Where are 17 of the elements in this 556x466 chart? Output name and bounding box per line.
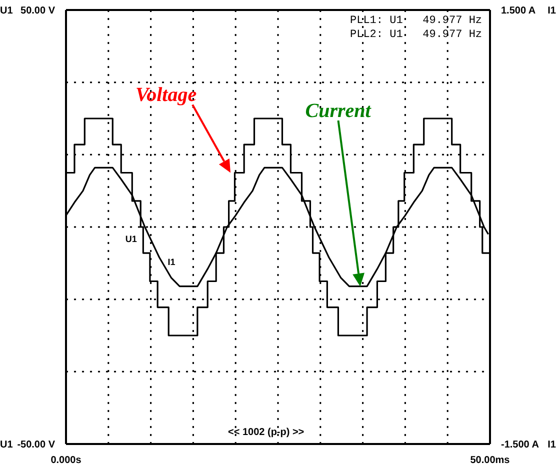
annotation: << 1002 (p-p) >>: [228, 427, 304, 438]
text: U1: [0, 6, 13, 16]
series-label: U1: [125, 234, 137, 244]
text: I1: [548, 440, 556, 450]
annotation: Voltage: [136, 84, 197, 106]
x-tick-label: 0.000s: [50, 455, 82, 466]
y2-tick-label: -1.500 A: [501, 440, 539, 450]
annotation: PLL1: U1 49.977 Hz: [350, 15, 482, 27]
y2-tick-label: 1.500 A: [501, 6, 536, 16]
annotation: PLL2: U1 49.977 Hz: [350, 29, 482, 41]
y-tick-label: -50.00 V: [17, 440, 56, 450]
y-tick-label: 50.00 V: [20, 6, 56, 16]
text: U1: [0, 440, 13, 450]
x-tick-label: 50.00ms: [470, 455, 510, 466]
annotation: Current: [305, 100, 371, 122]
text: I1: [548, 6, 556, 16]
series-label: I1: [168, 257, 176, 268]
